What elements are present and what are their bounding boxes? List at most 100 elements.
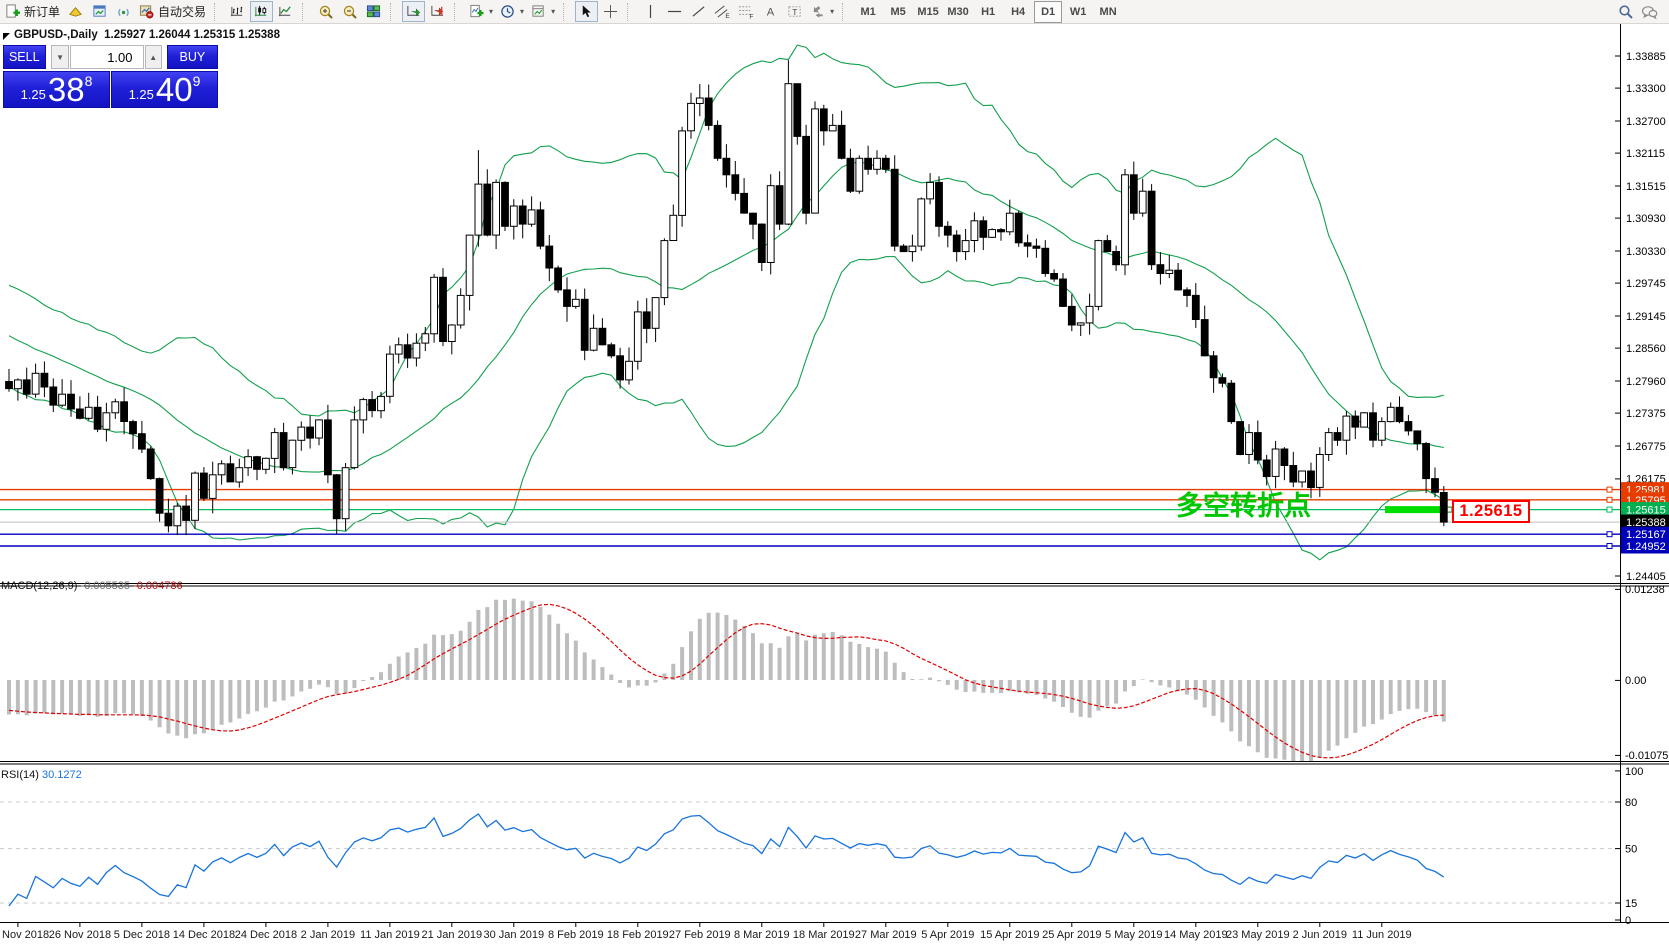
buy-price-sup: 9 <box>192 73 201 89</box>
svg-text:27 Mar 2019: 27 Mar 2019 <box>855 929 917 941</box>
signals-button[interactable] <box>112 1 135 22</box>
svg-text:5 Apr 2019: 5 Apr 2019 <box>921 929 974 941</box>
profiles-icon <box>69 7 82 17</box>
svg-text:21 Jan 2019: 21 Jan 2019 <box>422 929 483 941</box>
svg-text:F: F <box>749 14 753 19</box>
text-button[interactable]: A <box>759 1 782 22</box>
svg-text:80: 80 <box>1625 797 1637 809</box>
buy-price-small: 1.25 <box>128 87 154 102</box>
timeframe-h4-button[interactable]: H4 <box>1011 5 1026 18</box>
periods-button[interactable]: ▾ <box>497 1 527 22</box>
auto-scroll-icon <box>407 5 421 17</box>
candlestick-chart-button[interactable] <box>250 1 274 22</box>
arrows-button[interactable]: ▾ <box>807 1 837 22</box>
svg-text:1.26775: 1.26775 <box>1626 441 1666 453</box>
chart-shift-button[interactable] <box>426 1 449 22</box>
horizontal-line-icon <box>668 10 682 13</box>
equidistant-channel-button[interactable]: E <box>711 1 734 22</box>
tile-windows-icon <box>366 5 381 18</box>
market-watch-button[interactable] <box>88 1 111 22</box>
volume-increase-button[interactable]: ▲ <box>144 45 162 69</box>
fibonacci-icon: F <box>739 6 753 19</box>
zoom-in-button[interactable] <box>314 1 337 22</box>
pane-borders <box>0 24 1669 923</box>
spin-down-icon: ▼ <box>56 52 65 62</box>
svg-text:1.28560: 1.28560 <box>1626 343 1666 355</box>
new-chart-button[interactable]: ▾ <box>466 1 496 22</box>
profiles-button[interactable] <box>64 1 87 22</box>
line-chart-icon <box>278 6 291 17</box>
chart-docked-icon <box>3 33 10 40</box>
auto-trading-button[interactable]: 自动交易 <box>136 1 209 22</box>
line-chart-button[interactable] <box>274 1 297 22</box>
svg-text:5 Dec 2018: 5 Dec 2018 <box>114 929 170 941</box>
timeframe-m1-button[interactable]: M1 <box>860 5 876 18</box>
bollinger-upper-band <box>8 44 1444 417</box>
svg-text:8 Mar 2019: 8 Mar 2019 <box>734 929 790 941</box>
toolbar-separator <box>302 2 310 21</box>
macd-main-value: -0.005535 <box>80 580 131 592</box>
text-label-icon: T <box>788 6 801 17</box>
svg-text:5 May 2019: 5 May 2019 <box>1105 929 1162 941</box>
svg-text:1.30330: 1.30330 <box>1626 246 1666 258</box>
buy-button[interactable]: BUY <box>166 45 218 69</box>
timeframe-m5-button[interactable]: M5 <box>890 5 906 18</box>
dropdown-caret-icon: ▾ <box>489 7 494 16</box>
svg-text:18 Mar 2019: 18 Mar 2019 <box>793 929 855 941</box>
tile-windows-button[interactable] <box>362 1 385 22</box>
svg-text:26 Nov 2018: 26 Nov 2018 <box>49 929 111 941</box>
templates-button[interactable]: ▾ <box>528 1 558 22</box>
bar-chart-button[interactable] <box>226 1 249 22</box>
timeframe-m30-button[interactable]: M30 <box>947 5 969 18</box>
cursor-button[interactable] <box>575 1 599 22</box>
timeframe-mn-button[interactable]: MN <box>1099 5 1117 18</box>
price-level-box[interactable]: 1.25615 <box>1452 500 1530 523</box>
timeframe-h1-button[interactable]: H1 <box>981 5 996 18</box>
macd-signal-line <box>8 603 1444 759</box>
trendline-icon <box>692 6 705 17</box>
main-toolbar: 新订单 自动交易 <box>0 0 1669 24</box>
timeframe-w1-button[interactable]: W1 <box>1069 5 1087 18</box>
svg-text:1.33885: 1.33885 <box>1626 51 1666 63</box>
macd-name: MACD(12,26,9) <box>1 580 78 592</box>
zoom-out-button[interactable] <box>338 1 361 22</box>
svg-text:100: 100 <box>1625 766 1643 778</box>
fibonacci-button[interactable]: F <box>735 1 758 22</box>
signals-icon <box>118 8 129 17</box>
chat-button[interactable] <box>1638 1 1661 22</box>
svg-text:2 Jun 2019: 2 Jun 2019 <box>1293 929 1347 941</box>
svg-text:27 Feb 2019: 27 Feb 2019 <box>669 929 731 941</box>
rsi-value: 30.1272 <box>41 769 82 781</box>
search-button[interactable] <box>1614 1 1637 22</box>
buy-price[interactable]: 1.25 40 9 <box>111 71 218 108</box>
bar-chart-icon <box>230 6 243 17</box>
timeframe-d1-button[interactable]: D1 <box>1034 0 1063 23</box>
svg-text:1.24952: 1.24952 <box>1626 541 1666 553</box>
vertical-line-button[interactable] <box>639 1 662 22</box>
timeframe-group: M1 M5 M15 M30 H1 H4 D1 W1 MN <box>854 0 1122 23</box>
crosshair-button[interactable] <box>599 1 622 22</box>
sell-price[interactable]: 1.25 38 8 <box>3 71 110 108</box>
new-order-button[interactable]: 新订单 <box>2 1 63 22</box>
chart-title: GBPUSD-,Daily 1.25927 1.26044 1.25315 1.… <box>14 29 280 41</box>
crosshair-icon <box>604 4 618 19</box>
svg-text:1.32700: 1.32700 <box>1626 116 1666 128</box>
svg-text:1.32115: 1.32115 <box>1626 148 1665 160</box>
trendline-button[interactable] <box>687 1 710 22</box>
spin-up-icon: ▲ <box>149 52 158 62</box>
bollinger-middle-band <box>8 161 1444 473</box>
timeframe-m15-button[interactable]: M15 <box>917 5 939 18</box>
volume-decrease-button[interactable]: ▼ <box>51 45 69 69</box>
auto-scroll-button[interactable] <box>402 1 426 22</box>
text-label-button[interactable]: T <box>783 1 806 22</box>
periods-clock-icon <box>501 5 514 18</box>
sell-button[interactable]: SELL <box>3 45 46 69</box>
horizontal-line-button[interactable] <box>663 1 686 22</box>
volume-input[interactable]: 1.00 <box>69 45 144 69</box>
chart-shift-icon <box>431 5 444 16</box>
search-icon <box>1618 4 1633 19</box>
